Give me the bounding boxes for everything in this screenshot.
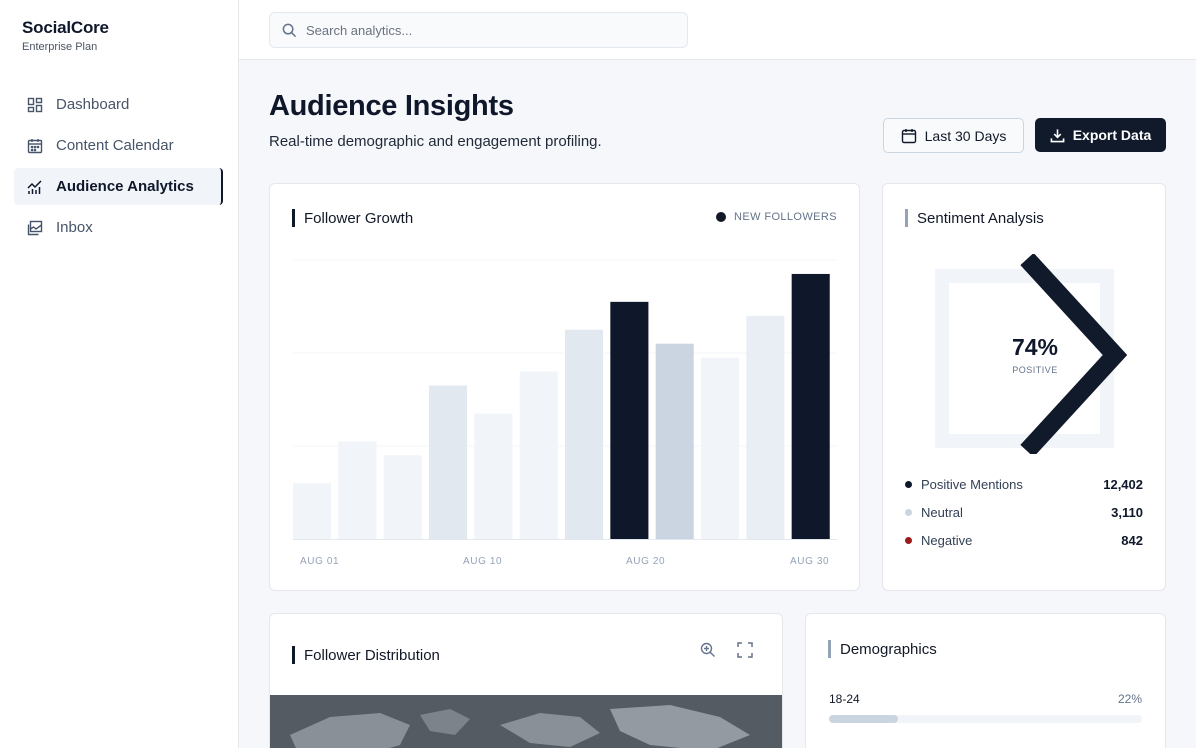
world-map-graphic: [270, 695, 782, 748]
brand-plan: Enterprise Plan: [22, 41, 98, 53]
demographic-row-pct: 22%: [1117, 692, 1142, 706]
sidebar-item-label: Inbox: [56, 219, 93, 236]
calendar-icon: [26, 137, 44, 155]
demographic-row-label: 18-24: [829, 692, 860, 706]
chart-bar[interactable]: [565, 329, 604, 539]
demographics-card: Demographics 18-24 22%: [805, 613, 1166, 748]
sentiment-row-label: Neutral: [921, 505, 963, 520]
x-tick-label: AUG 20: [626, 556, 666, 567]
follower-distribution-title: Follower Distribution: [304, 646, 440, 664]
card-title: Demographics: [828, 640, 937, 658]
sentiment-row-negative: Negative 842: [905, 533, 1143, 548]
demographics-title: Demographics: [840, 640, 937, 658]
sentiment-percent: 74%: [1011, 334, 1059, 360]
title-accent: [292, 646, 295, 664]
chart-bar[interactable]: [746, 315, 785, 539]
search-input[interactable]: [306, 22, 666, 38]
world-map[interactable]: [270, 695, 782, 748]
sentiment-row-label: Positive Mentions: [921, 477, 1023, 492]
sentiment-row-positive: Positive Mentions 12,402: [905, 477, 1143, 492]
title-accent: [292, 209, 295, 227]
sentiment-percent-label: POSITIVE: [1012, 365, 1058, 375]
chart-bar[interactable]: [429, 385, 468, 539]
x-tick-label: AUG 10: [463, 556, 503, 567]
inbox-icon: [26, 219, 44, 237]
chart-bar[interactable]: [338, 441, 377, 539]
chart-legend: NEW FOLLOWERS: [716, 211, 837, 223]
sidebar-item-label: Dashboard: [56, 96, 130, 113]
calendar-icon: [901, 128, 917, 144]
topbar: [239, 0, 1196, 60]
sidebar-item-content-calendar[interactable]: Content Calendar: [14, 127, 223, 164]
legend-dot: [905, 537, 912, 544]
search-icon: [282, 23, 297, 38]
date-range-button[interactable]: Last 30 Days: [883, 118, 1024, 153]
x-tick-label: AUG 30: [790, 556, 830, 567]
dashboard-icon: [26, 96, 44, 114]
gauge-arc: [1020, 252, 1128, 458]
card-title: Follower Distribution: [292, 646, 440, 664]
sentiment-row-label: Negative: [921, 533, 973, 548]
chart-bar[interactable]: [610, 301, 649, 539]
chart-bar[interactable]: [383, 455, 422, 539]
demographic-bar-track: [829, 715, 1142, 723]
date-range-label: Last 30 Days: [924, 127, 1007, 144]
brand: SocialCore Enterprise Plan: [22, 18, 109, 53]
export-data-label: Export Data: [1072, 127, 1152, 143]
demographic-bar-fill: [829, 715, 898, 723]
chart-bar[interactable]: [519, 371, 558, 539]
sentiment-row-neutral: Neutral 3,110: [905, 505, 1143, 520]
x-tick-label: AUG 01: [300, 556, 340, 567]
follower-growth-card: Follower Growth NEW FOLLOWERS AUG 01 AUG…: [269, 183, 860, 591]
download-icon: [1050, 128, 1065, 143]
sentiment-row-value: 3,110: [1111, 505, 1143, 520]
chart-bar[interactable]: [474, 413, 513, 539]
sidebar-item-inbox[interactable]: Inbox: [14, 209, 223, 246]
follower-growth-chart: [293, 259, 837, 540]
chart-bar[interactable]: [701, 357, 740, 539]
page-subtitle: Real-time demographic and engagement pro…: [269, 133, 602, 150]
sidebar: SocialCore Enterprise Plan Dashboard Con…: [0, 0, 239, 748]
search-box[interactable]: [269, 12, 688, 48]
export-data-button[interactable]: Export Data: [1035, 118, 1166, 152]
sidebar-item-label: Audience Analytics: [56, 178, 194, 195]
brand-name: SocialCore: [22, 18, 109, 37]
sidebar-item-label: Content Calendar: [56, 137, 174, 154]
legend-dot: [905, 509, 912, 516]
legend-label: NEW FOLLOWERS: [734, 211, 837, 223]
sidebar-item-dashboard[interactable]: Dashboard: [14, 86, 223, 123]
follower-distribution-card: Follower Distribution: [269, 613, 783, 748]
analytics-icon: [26, 178, 44, 196]
legend-dot: [716, 212, 726, 222]
card-title: Follower Growth: [292, 209, 413, 227]
sentiment-row-value: 842: [1121, 533, 1143, 548]
chart-bar[interactable]: [293, 483, 332, 539]
fullscreen-icon[interactable]: [737, 642, 753, 658]
sentiment-row-value: 12,402: [1103, 477, 1143, 492]
sidebar-nav: Dashboard Content Calendar Audience Anal…: [14, 86, 223, 250]
demographic-row: 18-24 22%: [829, 692, 1142, 723]
sentiment-card: Sentiment Analysis 74% POSITIVE Positive…: [882, 183, 1166, 591]
title-accent: [905, 209, 908, 227]
chart-bar[interactable]: [655, 343, 694, 539]
title-accent: [828, 640, 831, 658]
chart-bar[interactable]: [791, 273, 830, 539]
zoom-in-icon[interactable]: [700, 642, 716, 658]
page-title: Audience Insights: [269, 90, 514, 122]
sentiment-title: Sentiment Analysis: [917, 209, 1044, 227]
legend-dot: [905, 481, 912, 488]
sidebar-item-audience-analytics[interactable]: Audience Analytics: [14, 168, 223, 205]
sentiment-gauge: 74% POSITIVE: [935, 252, 1135, 458]
card-title: Sentiment Analysis: [905, 209, 1044, 227]
follower-growth-title: Follower Growth: [304, 209, 414, 227]
